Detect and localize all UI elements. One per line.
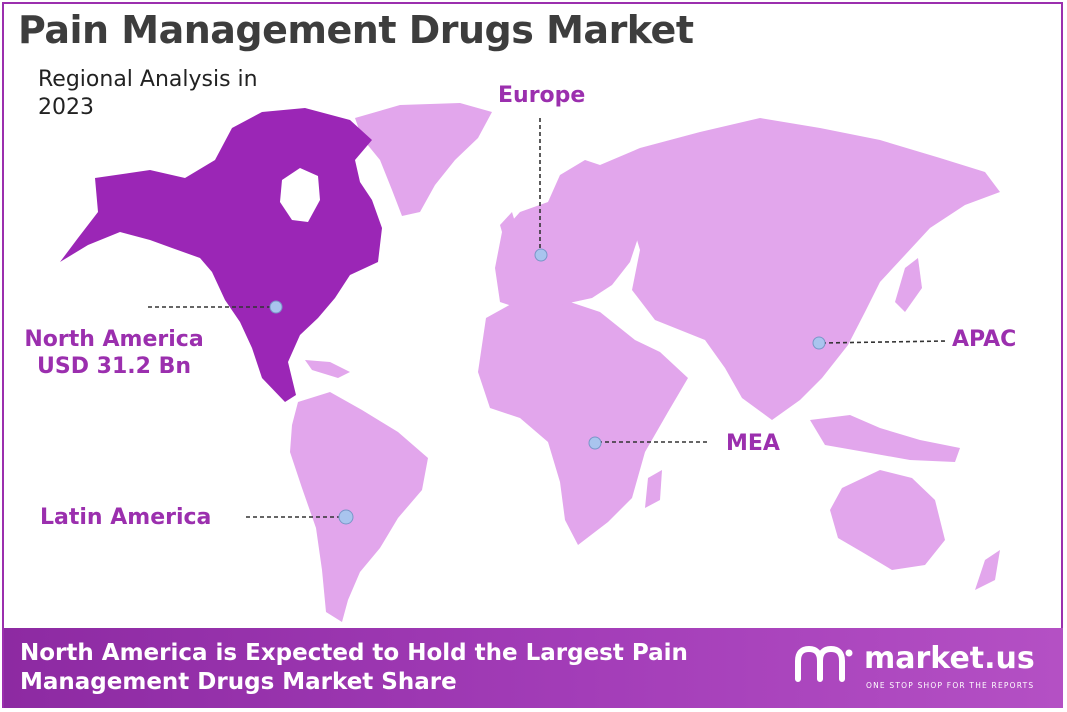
map-madagascar bbox=[645, 470, 662, 508]
map-africa bbox=[478, 298, 688, 545]
label-apac: APAC bbox=[952, 327, 1017, 352]
map-uk bbox=[500, 212, 518, 246]
subtitle: Regional Analysis in 2023 bbox=[38, 67, 258, 120]
label-north-america: North America USD 31.2 Bn bbox=[14, 326, 214, 380]
map-se-asia bbox=[810, 415, 960, 462]
page-title: Pain Management Drugs Market bbox=[18, 8, 694, 52]
footer-headline-line2: Management Drugs Market Share bbox=[20, 669, 457, 695]
brand-logo-icon bbox=[795, 645, 853, 682]
footer-headline: North America is Expected to Hold the La… bbox=[20, 639, 720, 697]
north-america-marker bbox=[269, 300, 283, 314]
footer-headline-line1: North America is Expected to Hold the La… bbox=[20, 640, 688, 666]
map-asia bbox=[600, 118, 1000, 420]
north-america-value: USD 31.2 Bn bbox=[37, 354, 191, 379]
map-hudson-bay bbox=[280, 168, 320, 222]
label-europe: Europe bbox=[498, 83, 586, 108]
footer-banner: North America is Expected to Hold the La… bbox=[4, 628, 1063, 708]
europe-marker bbox=[534, 248, 548, 262]
map-caribbean bbox=[305, 360, 350, 378]
label-mea: MEA bbox=[726, 431, 780, 456]
map-south-america bbox=[290, 392, 428, 622]
brand-logo: market.us ONE STOP SHOP FOR THE REPORTS bbox=[792, 641, 1042, 699]
map-australia bbox=[830, 470, 945, 570]
map-japan bbox=[895, 258, 922, 312]
apac-marker bbox=[812, 336, 826, 350]
map-new-zealand bbox=[975, 550, 1000, 590]
mea-marker bbox=[588, 436, 602, 450]
map-greenland bbox=[355, 103, 492, 216]
map-europe bbox=[495, 160, 640, 312]
brand-name: market.us bbox=[864, 641, 1035, 676]
brand-tagline: ONE STOP SHOP FOR THE REPORTS bbox=[866, 681, 1035, 690]
latin-america-marker bbox=[338, 509, 354, 525]
label-latin-america: Latin America bbox=[40, 505, 212, 530]
north-america-name: North America bbox=[24, 327, 204, 352]
